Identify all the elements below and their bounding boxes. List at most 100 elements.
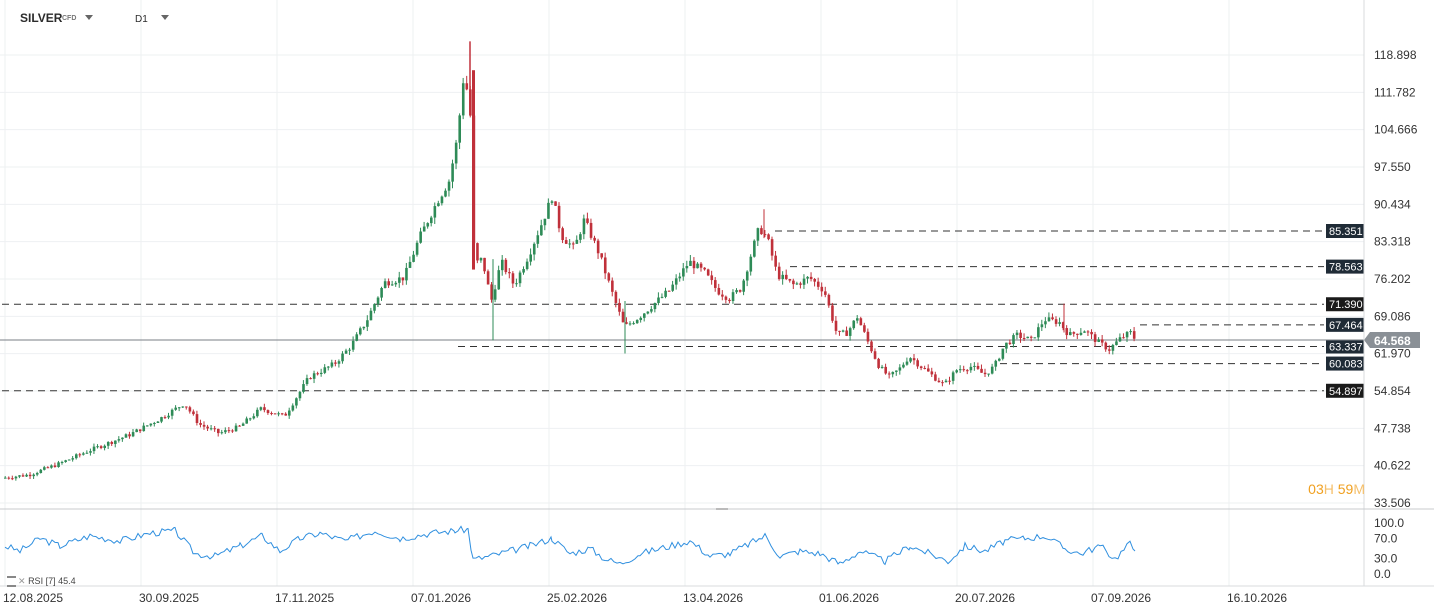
candle-body: [302, 384, 305, 392]
candle-body: [405, 267, 408, 281]
candle-body: [1118, 337, 1122, 342]
candle-body: [916, 360, 919, 367]
candle-body: [785, 274, 788, 280]
candle-body: [39, 469, 43, 474]
candle-body: [1058, 322, 1061, 324]
chart-grid: [0, 0, 1364, 586]
candle-body: [92, 446, 96, 452]
candle-body: [1047, 317, 1051, 322]
candle-body: [643, 313, 646, 318]
candle-body: [532, 243, 536, 255]
candle-body: [330, 362, 334, 367]
candle-body: [1040, 324, 1044, 328]
candle-body: [174, 407, 177, 410]
candlestick-series: [4, 41, 1136, 481]
candle-body: [426, 223, 430, 227]
candle-body: [859, 318, 863, 326]
candle-body: [774, 255, 777, 267]
candle-body: [472, 70, 475, 270]
candle-body: [877, 358, 880, 368]
candle-body: [770, 239, 774, 256]
x-tick-label: 13.04.2026: [683, 591, 743, 605]
candle-body: [486, 271, 490, 285]
price-level-badge: [1326, 259, 1364, 274]
candle-body: [866, 331, 870, 342]
candle-body: [1115, 341, 1118, 346]
candle-body: [437, 203, 440, 207]
candle-body: [1111, 345, 1115, 351]
candle-body: [511, 273, 515, 284]
symbol-name[interactable]: SILVER: [20, 11, 63, 25]
candle-body: [831, 305, 834, 321]
candle-body: [543, 218, 547, 226]
candle-body: [1086, 331, 1090, 333]
candle-body: [848, 328, 852, 336]
candle-body: [263, 407, 266, 411]
candle-body: [412, 254, 415, 262]
candle-body: [593, 237, 596, 241]
candle-body: [937, 380, 941, 383]
candle-body: [692, 260, 696, 269]
candle-body: [316, 373, 319, 375]
candle-body: [895, 370, 898, 372]
candle-body: [110, 442, 114, 444]
candle-body: [820, 286, 824, 292]
candle-body: [1037, 327, 1040, 338]
price-level-badge: [1326, 224, 1364, 239]
candle-body: [905, 361, 909, 365]
candle-body: [564, 240, 568, 244]
rsi-panel: 100.070.0 30.00.0: [4, 516, 1404, 581]
candle-body: [366, 320, 369, 327]
candle-body: [334, 362, 337, 364]
candle-body: [880, 366, 884, 368]
candle-body: [845, 330, 848, 336]
rsi-indicator-label[interactable]: ✕ RSI [7] 45.4: [7, 576, 76, 588]
candle-body: [209, 428, 213, 430]
rsi-line: [4, 525, 1136, 566]
candle-body: [213, 428, 217, 430]
candle-body: [362, 326, 366, 329]
candle-body: [234, 425, 238, 432]
candle-body: [923, 368, 927, 370]
candle-body: [454, 142, 458, 164]
timeframe-dropdown-icon[interactable]: [161, 15, 169, 20]
candle-body: [327, 366, 330, 368]
candle-body: [1108, 349, 1111, 351]
timeframe-selector[interactable]: D1: [135, 14, 148, 25]
candle-body: [245, 418, 248, 424]
candle-body: [792, 280, 795, 285]
candle-body: [589, 222, 593, 238]
candle-body: [106, 442, 110, 446]
candle-body: [14, 476, 18, 479]
candle-body: [987, 373, 990, 375]
candle-body: [117, 439, 121, 441]
candle-body: [703, 267, 706, 270]
candle-body: [309, 378, 312, 380]
symbol-dropdown-icon[interactable]: [85, 15, 93, 20]
candle-body: [1122, 337, 1125, 339]
candle-body: [380, 287, 383, 298]
candle-body: [67, 459, 71, 461]
panel-resize-handle: [716, 508, 728, 510]
candle-body: [1104, 342, 1108, 350]
candle-body: [1083, 331, 1086, 333]
candle-body: [224, 430, 227, 433]
candle-body: [650, 309, 653, 312]
candle-body: [32, 474, 35, 477]
candle-body: [841, 330, 845, 332]
candle-body: [422, 226, 426, 232]
candle-body: [451, 163, 454, 182]
candle-body: [951, 372, 955, 381]
candle-body: [18, 475, 21, 477]
candle-body: [337, 361, 341, 364]
candle-body: [621, 311, 625, 323]
candle-body: [930, 371, 934, 375]
candle-body: [323, 367, 327, 373]
candle-body: [973, 365, 976, 367]
candle-body: [884, 366, 887, 374]
candle-body: [554, 201, 557, 206]
candle-body: [632, 323, 635, 325]
candle-body: [7, 477, 11, 479]
y-tick-label: 97.550: [1374, 160, 1411, 174]
